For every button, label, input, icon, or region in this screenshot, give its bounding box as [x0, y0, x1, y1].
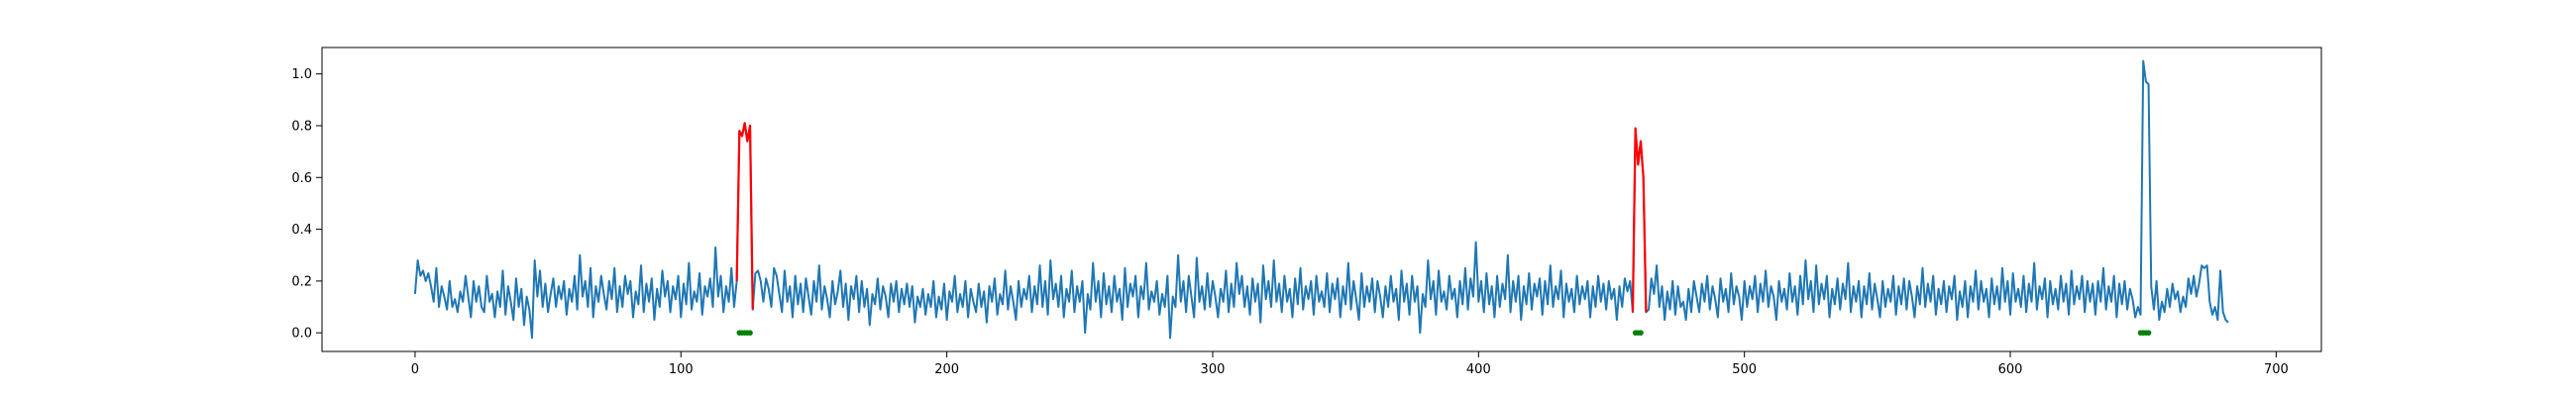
x-tick-label: 300 [1201, 362, 1226, 377]
x-tick-label: 0 [411, 362, 419, 377]
x-tick-label: 100 [669, 362, 694, 377]
x-tick-label: 400 [1466, 362, 1491, 377]
anomaly-line-2 [1631, 127, 1648, 313]
plot-area: 0 100 200 300 400 500 600 700 0.0 0.2 0.4 0.6 0.8 1.0 [291, 47, 2322, 377]
signal-line [413, 59, 2229, 340]
y-tick-label: 0.4 [291, 223, 312, 238]
x-tick-label: 500 [1732, 362, 1757, 377]
marker-point [1638, 330, 1644, 336]
marker-point [2145, 330, 2152, 336]
y-tick-label: 0.6 [291, 171, 312, 186]
x-tick-label: 600 [1998, 362, 2023, 377]
y-tick-label: 1.0 [291, 67, 312, 82]
marker-point [747, 330, 753, 336]
x-tick-label: 700 [2264, 362, 2289, 377]
anomaly-line-1 [735, 122, 754, 310]
x-tick-label: 200 [934, 362, 959, 377]
axes-frame [321, 47, 2322, 352]
y-tick-label: 0.0 [291, 327, 312, 342]
y-tick-label: 0.8 [291, 119, 312, 134]
y-tick-label: 0.2 [291, 274, 312, 289]
